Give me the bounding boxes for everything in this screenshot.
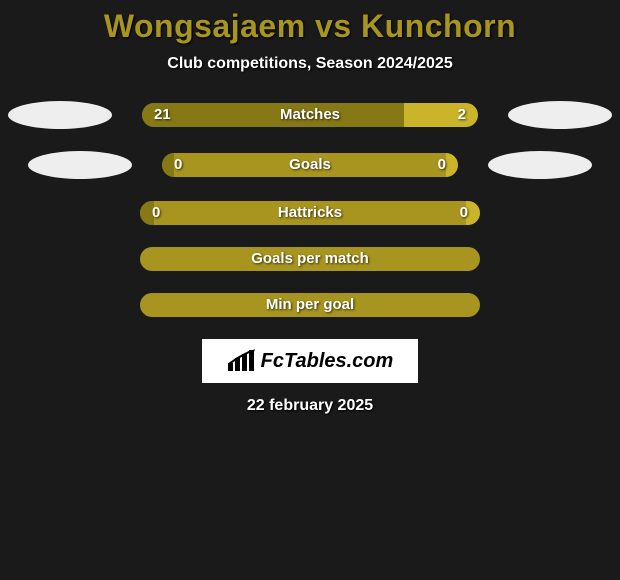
infographic-container: Wongsajaem vs Kunchorn Club competitions… [0, 0, 620, 415]
bar-seg-right [446, 153, 458, 177]
value-left: 0 [174, 153, 182, 177]
stat-label: Min per goal [266, 293, 354, 317]
stat-label: Goals per match [251, 247, 369, 271]
stats-rows: 212Matches00Goals00HattricksGoals per ma… [0, 101, 620, 317]
brand-text: FcTables.com [261, 350, 394, 373]
value-left: 0 [152, 201, 160, 225]
value-right: 0 [460, 201, 468, 225]
stat-row: 0 0 Hattricks [0, 201, 620, 225]
bars-icon [227, 349, 257, 373]
brand-logo: FcTables.com [227, 349, 394, 373]
player-ellipse-right [508, 101, 612, 129]
bar-seg-right [404, 103, 478, 127]
stat-bar: 0 0 Hattricks [140, 201, 480, 225]
stat-bar: 21 2 Matches [142, 103, 478, 127]
stat-row: 21 2 Matches [0, 101, 620, 129]
brand-badge: FcTables.com [202, 339, 418, 383]
bar-seg-left [142, 103, 404, 127]
stat-label: Goals [289, 153, 331, 177]
stat-label: Hattricks [278, 201, 342, 225]
value-right: 0 [438, 153, 446, 177]
player-ellipse-right [488, 151, 592, 179]
stat-row: Min per goal [0, 293, 620, 317]
footer-date: 22 february 2025 [0, 397, 620, 415]
page-title: Wongsajaem vs Kunchorn [0, 8, 620, 45]
stat-bar: Goals per match [140, 247, 480, 271]
player-ellipse-left [8, 101, 112, 129]
stat-bar: 0 0 Goals [162, 153, 458, 177]
bar-seg-right [466, 201, 480, 225]
bar-seg-left [162, 153, 174, 177]
value-right: 2 [458, 103, 466, 127]
stat-row: Goals per match [0, 247, 620, 271]
subtitle: Club competitions, Season 2024/2025 [0, 55, 620, 73]
value-left: 21 [154, 103, 171, 127]
stat-bar: Min per goal [140, 293, 480, 317]
player-ellipse-left [28, 151, 132, 179]
stat-label: Matches [280, 103, 340, 127]
stat-row: 0 0 Goals [0, 151, 620, 179]
